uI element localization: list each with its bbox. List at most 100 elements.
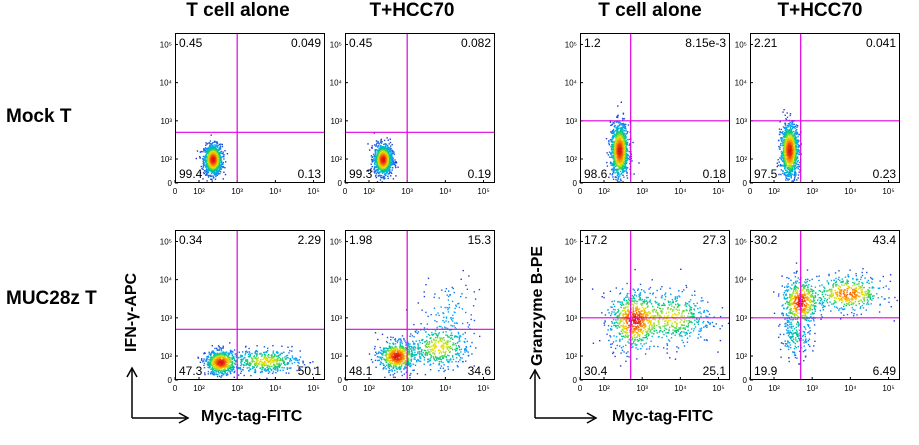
event-dot [256, 366, 258, 368]
event-dot [376, 162, 378, 165]
event-dot [605, 138, 608, 140]
event-dot [212, 145, 214, 147]
event-dot [788, 155, 791, 158]
event-dot [791, 128, 794, 130]
event-dot [622, 157, 625, 159]
event-dot [208, 353, 210, 355]
event-dot [781, 137, 783, 139]
event-dot [621, 128, 623, 131]
event-dot [791, 123, 793, 125]
event-dot [780, 128, 783, 131]
event-dot [390, 158, 392, 161]
event-dot [381, 155, 383, 157]
event-dot [207, 355, 210, 357]
event-dot [223, 158, 225, 160]
event-dot [375, 157, 377, 159]
event-dot [790, 172, 792, 174]
event-dot [626, 156, 628, 158]
event-dot [219, 167, 221, 169]
event-dot [781, 154, 783, 156]
event-dot [615, 161, 618, 163]
event-dot [223, 370, 225, 372]
event-dot [790, 157, 793, 160]
event-dot [617, 154, 620, 156]
event-dot [389, 150, 391, 152]
event-dot [777, 164, 779, 167]
quadrant-ll: 99.4 [179, 167, 203, 181]
event-dot [206, 169, 208, 171]
event-dot [233, 376, 235, 378]
event-dot [798, 133, 800, 136]
col-title-ifn-hcc70: T+HCC70 [369, 0, 455, 21]
event-dot [787, 144, 789, 146]
event-dot [212, 171, 214, 173]
event-dot [785, 138, 788, 140]
event-dot [229, 352, 231, 355]
event-dot [376, 181, 379, 183]
event-dot [221, 374, 223, 376]
event-dot [312, 361, 314, 363]
event-dot [235, 360, 237, 362]
event-dot [615, 152, 617, 155]
event-dot [240, 364, 242, 367]
event-dot [275, 351, 278, 354]
event-dot [794, 144, 797, 146]
event-dot [213, 176, 215, 179]
event-dot [608, 140, 610, 142]
event-dot [386, 151, 388, 153]
event-dot [378, 154, 380, 156]
event-dot [289, 360, 291, 362]
y-tick-label: 10⁵ [330, 40, 342, 49]
event-dot [382, 175, 385, 178]
event-dot [781, 152, 784, 154]
event-dot [617, 156, 620, 159]
event-dot [240, 372, 242, 374]
event-dot [203, 353, 205, 355]
event-dot [216, 375, 219, 378]
event-dot [231, 367, 233, 369]
event-dot [388, 168, 390, 170]
event-dot [610, 146, 612, 148]
event-dot [783, 127, 786, 129]
event-dot [788, 150, 791, 152]
event-dot [212, 368, 215, 370]
event-dot [622, 137, 624, 139]
event-dot [215, 169, 218, 172]
event-dot [298, 359, 300, 361]
event-dot [780, 157, 782, 160]
event-dot [788, 175, 790, 178]
event-dot [249, 368, 251, 370]
event-dot [785, 127, 788, 130]
event-dot [278, 366, 281, 368]
event-dot [615, 178, 617, 181]
event-dot [788, 132, 790, 134]
event-dot [619, 151, 621, 153]
event-dot [203, 358, 205, 360]
event-dot [385, 148, 387, 150]
event-dot [614, 158, 616, 160]
event-dot [386, 137, 388, 139]
event-dot [242, 366, 245, 369]
event-dot [379, 168, 381, 170]
event-dot [799, 165, 801, 167]
event-dot [612, 141, 614, 143]
event-dot [388, 157, 390, 159]
event-dot [202, 160, 204, 162]
event-dot [615, 176, 617, 179]
event-dot [789, 167, 791, 169]
event-dot [623, 176, 625, 178]
event-dot [207, 362, 210, 365]
event-dot [302, 362, 304, 364]
event-dot [284, 358, 286, 360]
event-dot [786, 174, 789, 176]
event-dot [216, 347, 218, 350]
event-dot [223, 155, 225, 157]
event-dot [623, 167, 625, 170]
event-dot [207, 171, 209, 174]
event-dot [794, 136, 796, 139]
event-dot [202, 162, 204, 165]
event-dot [377, 140, 379, 143]
event-dot [622, 139, 625, 141]
event-dot [206, 148, 208, 151]
